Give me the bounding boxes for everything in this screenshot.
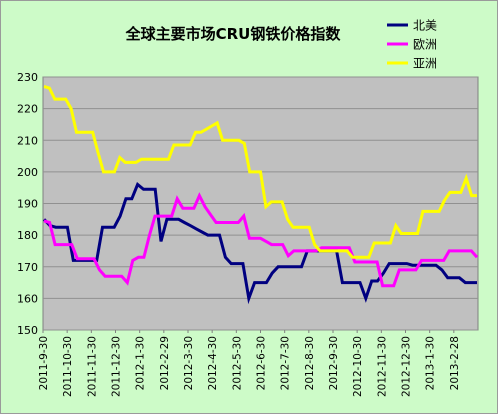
x-tick-label: 2013-1-30 xyxy=(425,336,437,390)
x-tick-label: 2012-11-30 xyxy=(376,336,388,397)
x-tick-label: 2012-12-30 xyxy=(401,336,413,397)
x-tick-label: 2011-10-30 xyxy=(62,336,74,397)
y-tick-label: 230 xyxy=(17,71,38,84)
y-tick-label: 170 xyxy=(17,261,38,274)
x-tick-label: 2013-2-28 xyxy=(449,336,461,390)
y-tick-label: 150 xyxy=(17,324,38,337)
x-tick-label: 2012-7-30 xyxy=(280,336,292,390)
series-line-0 xyxy=(42,182,477,305)
x-tick-label: 2012-5-30 xyxy=(231,336,243,390)
x-axis: 2011-9-30 2011-10-30 2011-11-30 2011-12-30 2… xyxy=(38,330,461,397)
x-tick-label: 2012-9-30 xyxy=(328,336,340,390)
x-tick-label: 2011-11-30 xyxy=(86,336,98,397)
x-tick-label: 2012-4-30 xyxy=(207,336,219,390)
y-tick-label: 160 xyxy=(17,292,38,305)
x-tick-label: 2012-8-30 xyxy=(304,336,316,390)
y-axis: 150 160 170 180 190 200 210 220 230 xyxy=(17,71,38,337)
y-tick-label: 200 xyxy=(17,166,38,179)
x-tick-label: 2012-2-29 xyxy=(159,336,171,390)
y-tick-label: 180 xyxy=(17,229,38,242)
y-tick-label: 190 xyxy=(17,198,38,211)
legend-label-1: 欧洲 xyxy=(413,38,437,52)
series-group xyxy=(42,85,479,305)
x-tick-label: 2012-1-30 xyxy=(135,336,147,390)
legend-label-0: 北美 xyxy=(413,19,437,33)
y-tick-label: 210 xyxy=(17,134,38,147)
series-line-2 xyxy=(43,85,477,259)
legend-label-2: 亚洲 xyxy=(413,57,437,71)
x-tick-label: 2011-12-30 xyxy=(111,336,123,397)
x-tick-label: 2012-10-30 xyxy=(352,336,364,397)
x-tick-label: 2012-6-30 xyxy=(256,336,268,390)
series-line-1 xyxy=(43,192,479,288)
chart-title: 全球主要市场CRU钢铁价格指数 xyxy=(125,25,342,43)
y-tick-label: 220 xyxy=(17,103,38,116)
x-tick-label: 2012-3-30 xyxy=(183,336,195,390)
x-tick-label: 2011-9-30 xyxy=(38,336,50,390)
